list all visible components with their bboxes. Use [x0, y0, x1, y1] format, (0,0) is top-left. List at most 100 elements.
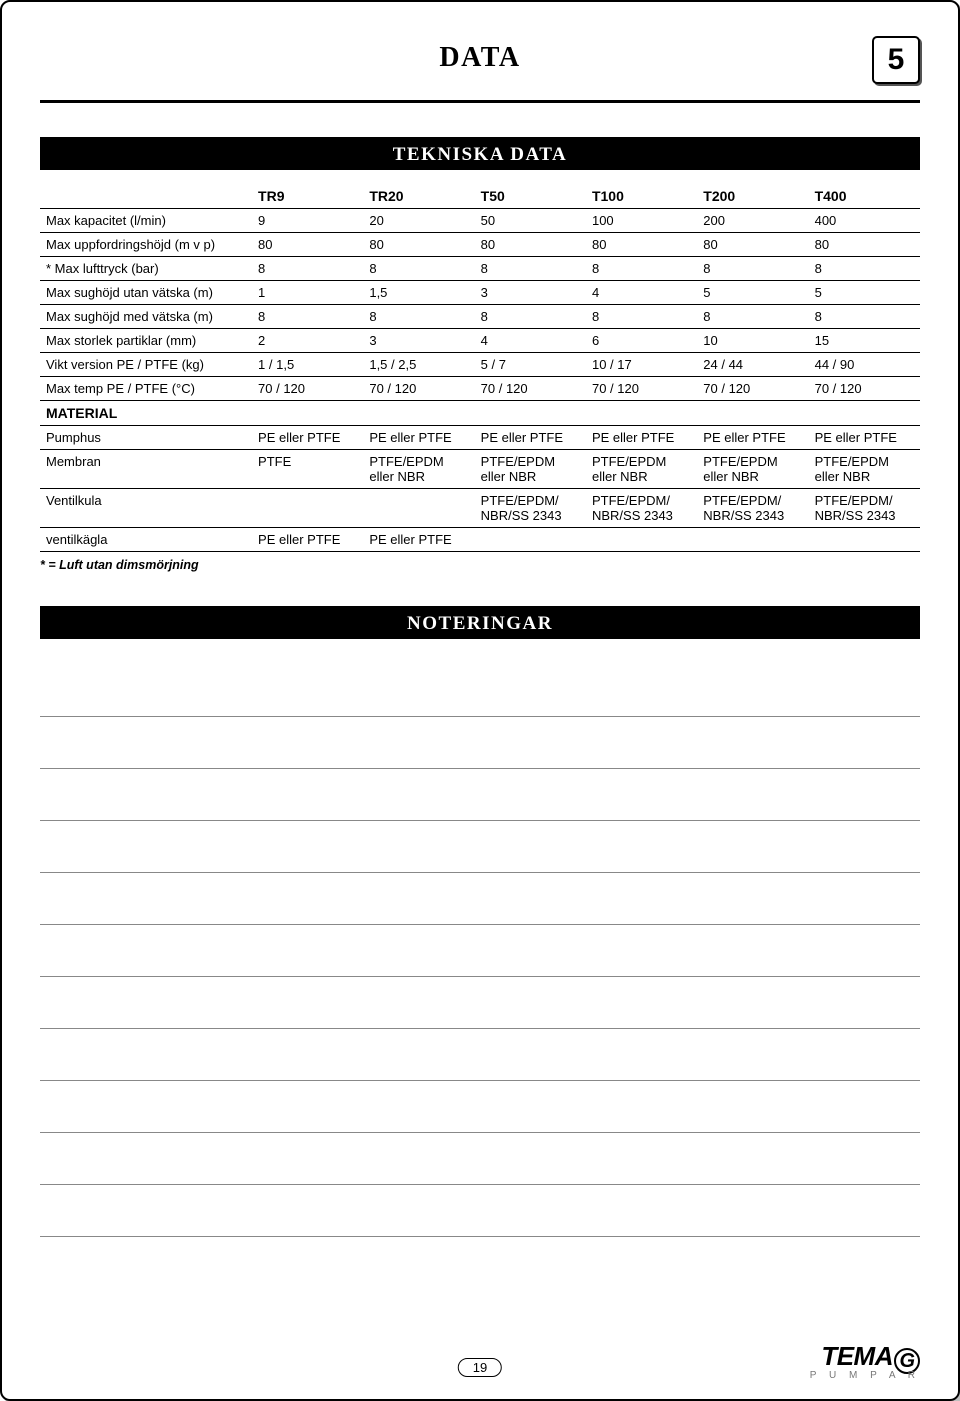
row-label: * Max lufttryck (bar)	[40, 257, 252, 281]
cell: PE eller PTFE	[252, 426, 363, 450]
notes-line	[40, 1185, 920, 1237]
row-label: Ventilkula	[40, 489, 252, 528]
col-header: T100	[586, 184, 697, 209]
table-row: PumphusPE eller PTFEPE eller PTFEPE elle…	[40, 426, 920, 450]
table-row: ventilkäglaPE eller PTFEPE eller PTFE	[40, 528, 920, 552]
page-number-pill: 19	[458, 1358, 502, 1377]
notes-line	[40, 925, 920, 977]
cell	[809, 528, 920, 552]
row-label: Max uppfordringshöjd (m v p)	[40, 233, 252, 257]
logo-subtitle: P U M P A R	[810, 1370, 920, 1381]
col-header: TR9	[252, 184, 363, 209]
cell: 8	[252, 257, 363, 281]
cell: 15	[809, 329, 920, 353]
cell	[363, 489, 474, 528]
col-header: TR20	[363, 184, 474, 209]
cell: 80	[809, 233, 920, 257]
material-header-row: MATERIAL	[40, 401, 920, 426]
header-row: DATA 5	[40, 42, 920, 92]
cell: 8	[697, 305, 808, 329]
row-label: Max sughöjd utan vätska (m)	[40, 281, 252, 305]
cell: PE eller PTFE	[809, 426, 920, 450]
cell: PTFE	[252, 450, 363, 489]
cell: 70 / 120	[363, 377, 474, 401]
cell: 80	[697, 233, 808, 257]
section-number-box: 5	[872, 36, 920, 84]
cell: 9	[252, 209, 363, 233]
cell: 4	[475, 329, 586, 353]
col-header	[40, 184, 252, 209]
cell: PTFE/EPDM/ NBR/SS 2343	[809, 489, 920, 528]
cell: 24 / 44	[697, 353, 808, 377]
cell: 70 / 120	[809, 377, 920, 401]
cell: 20	[363, 209, 474, 233]
cell	[475, 528, 586, 552]
cell: PE eller PTFE	[475, 426, 586, 450]
cell: 3	[363, 329, 474, 353]
table-row: Max sughöjd utan vätska (m)11,53455	[40, 281, 920, 305]
cell: 8	[809, 305, 920, 329]
cell	[252, 489, 363, 528]
col-header: T400	[809, 184, 920, 209]
table-row: Max storlek partiklar (mm)23461015	[40, 329, 920, 353]
notes-line	[40, 1029, 920, 1081]
cell: 8	[252, 305, 363, 329]
cell: 6	[586, 329, 697, 353]
page-title: DATA	[40, 42, 920, 74]
cell: PTFE/EPDM eller NBR	[475, 450, 586, 489]
cell: PE eller PTFE	[363, 528, 474, 552]
page: DATA 5 TEKNISKA DATA TR9TR20T50T100T200T…	[0, 0, 960, 1401]
cell: PTFE/EPDM/ NBR/SS 2343	[697, 489, 808, 528]
cell: 80	[586, 233, 697, 257]
cell	[697, 528, 808, 552]
cell	[586, 528, 697, 552]
notes-line	[40, 821, 920, 873]
cell: 5	[809, 281, 920, 305]
notes-line	[40, 769, 920, 821]
cell: 2	[252, 329, 363, 353]
table-row: Max sughöjd med vätska (m)888888	[40, 305, 920, 329]
material-header-cell: MATERIAL	[40, 401, 252, 426]
table-row: VentilkulaPTFE/EPDM/ NBR/SS 2343PTFE/EPD…	[40, 489, 920, 528]
cell: PE eller PTFE	[697, 426, 808, 450]
row-label: Max sughöjd med vätska (m)	[40, 305, 252, 329]
row-label: Vikt version PE / PTFE (kg)	[40, 353, 252, 377]
table-row: MembranPTFEPTFE/EPDM eller NBRPTFE/EPDM …	[40, 450, 920, 489]
row-label: Membran	[40, 450, 252, 489]
cell: 80	[363, 233, 474, 257]
cell: 8	[363, 305, 474, 329]
cell: 400	[809, 209, 920, 233]
notes-lines	[40, 665, 920, 1237]
notes-line	[40, 1081, 920, 1133]
section-bar-noteringar: NOTERINGAR	[40, 606, 920, 639]
cell: PTFE/EPDM/ NBR/SS 2343	[586, 489, 697, 528]
cell: 70 / 120	[475, 377, 586, 401]
cell: 8	[363, 257, 474, 281]
table-body-main: Max kapacitet (l/min)92050100200400Max u…	[40, 209, 920, 401]
notes-line	[40, 665, 920, 717]
cell: PTFE/EPDM/ NBR/SS 2343	[475, 489, 586, 528]
col-header: T50	[475, 184, 586, 209]
cell: PE eller PTFE	[586, 426, 697, 450]
cell: 4	[586, 281, 697, 305]
cell: 8	[475, 305, 586, 329]
cell: PTFE/EPDM eller NBR	[809, 450, 920, 489]
cell: 8	[586, 305, 697, 329]
cell: 44 / 90	[809, 353, 920, 377]
row-label: Max temp PE / PTFE (°C)	[40, 377, 252, 401]
notes-line	[40, 873, 920, 925]
table-body-material: MATERIAL	[40, 401, 920, 426]
title-underline	[40, 100, 920, 103]
cell: 5	[697, 281, 808, 305]
cell: 80	[252, 233, 363, 257]
cell: 80	[475, 233, 586, 257]
cell: 1	[252, 281, 363, 305]
notes-line	[40, 1133, 920, 1185]
cell: 3	[475, 281, 586, 305]
table-row: Max uppfordringshöjd (m v p)808080808080	[40, 233, 920, 257]
cell: PTFE/EPDM eller NBR	[697, 450, 808, 489]
technical-data-table: TR9TR20T50T100T200T400 Max kapacitet (l/…	[40, 184, 920, 552]
cell: 5 / 7	[475, 353, 586, 377]
notes-line	[40, 717, 920, 769]
col-header: T200	[697, 184, 808, 209]
